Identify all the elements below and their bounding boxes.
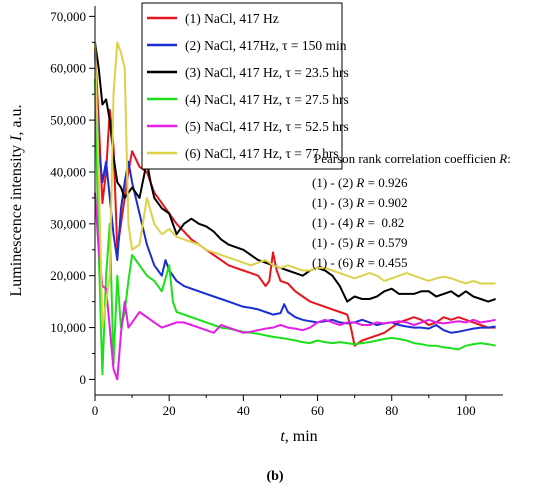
y-tick-label: 10,000 <box>50 320 86 335</box>
axes: 0 20 40 60 80 100 0 10,000 20,000 30,000 40,000 50,… <box>50 6 503 418</box>
series-line-5 <box>94 192 496 381</box>
legend-label-2: (2) NaCl, 417Hz, τ = 150 min <box>185 38 347 53</box>
correlation-line-1: (1) - (2) R = 0.926 <box>312 175 408 190</box>
y-tick-label: 60,000 <box>50 61 86 76</box>
y-tick-label: 70,000 <box>50 9 86 24</box>
legend-label-4: (4) NaCl, 417 Hz, τ = 27.5 hrs <box>185 92 349 107</box>
x-tick-label: 40 <box>237 403 250 418</box>
x-tick-label: 100 <box>456 403 476 418</box>
y-tick-label: 30,000 <box>50 216 86 231</box>
legend: (1) NaCl, 417 Hz (2) NaCl, 417Hz, τ = 150… <box>141 2 349 170</box>
y-tick-label: 40,000 <box>50 164 86 179</box>
x-tick-label: 20 <box>163 403 176 418</box>
correlation-heading: Pearson rank correlation coefficien R: <box>314 151 511 166</box>
legend-box <box>141 2 343 170</box>
series-line-1 <box>94 47 496 347</box>
correlation-line-3: (1) - (4) R = 0.82 <box>312 215 404 230</box>
correlation-annotation: Pearson rank correlation coefficien R: (1… <box>312 151 511 270</box>
series-line-4 <box>94 78 496 376</box>
y-tick-label: 50,000 <box>50 113 86 128</box>
legend-label-3: (3) NaCl, 417 Hz, τ = 23.5 hrs <box>185 65 349 80</box>
correlation-line-5: (1) - (6) R = 0.455 <box>312 255 407 270</box>
legend-label-5: (5) NaCl, 417 Hz, τ = 52.5 hrs <box>185 119 349 134</box>
x-tick-label: 80 <box>385 403 398 418</box>
x-tick-label: 60 <box>311 403 324 418</box>
legend-label-1: (1) NaCl, 417 Hz <box>185 11 279 26</box>
legend-label-6: (6) NaCl, 417 Hz, τ = 77 hrs <box>185 146 339 161</box>
series-line-2 <box>94 52 496 334</box>
y-tick-label: 0 <box>80 372 87 387</box>
x-tick-label: 0 <box>92 403 99 418</box>
y-tick-label: 20,000 <box>50 268 86 283</box>
series-line-6 <box>94 41 496 329</box>
y-axis-title: Luminescence intensity I, a.u. <box>8 105 25 297</box>
correlation-line-2: (1) - (3) R = 0.902 <box>312 195 407 210</box>
figure-caption: (b) <box>266 469 283 484</box>
plot-area <box>94 41 496 381</box>
x-axis-title: t, min <box>280 428 317 445</box>
correlation-line-4: (1) - (5) R = 0.579 <box>312 235 407 250</box>
